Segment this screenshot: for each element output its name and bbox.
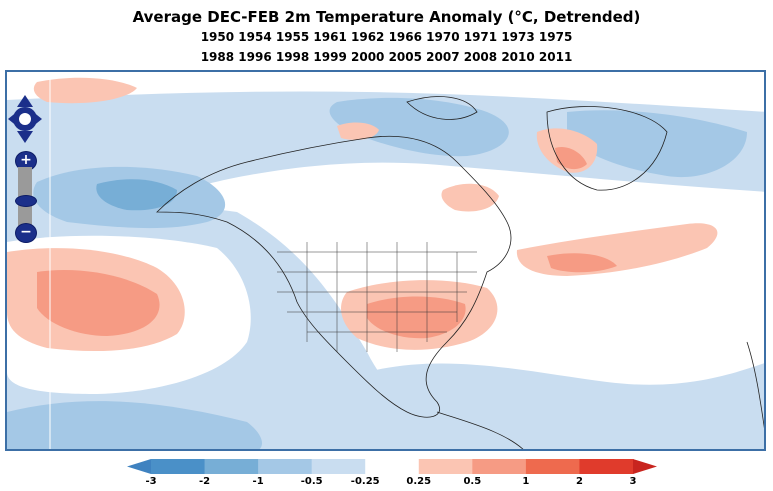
- anomaly-red-southern-us-core: [367, 296, 466, 339]
- colorbar-high-arrow: [633, 459, 657, 474]
- colorbar-low-arrow: [127, 459, 151, 474]
- coastlines: [156, 96, 764, 449]
- anomaly-band-blue-east: [367, 363, 764, 449]
- chart-title: Average DEC-FEB 2m Temperature Anomaly (…: [132, 8, 641, 26]
- colorbar-tick-label: -3: [145, 476, 157, 487]
- pan-right-icon[interactable]: [32, 111, 42, 127]
- colorbar-tick-label: -1: [252, 476, 264, 487]
- anomaly-blue-labrador: [567, 110, 747, 178]
- colorbar-cell: [472, 459, 527, 474]
- colorbar-ticks: -3 -2 -1 -0.5 -0.25 0.25 0.5 1 2 3: [0, 476, 773, 490]
- colorbar-cell: [525, 459, 580, 474]
- anomaly-red-greenland-core: [555, 146, 587, 170]
- colorbar-tick-label: -0.5: [300, 476, 323, 487]
- colorbar-tick-label: 1: [522, 476, 530, 487]
- years-line-1: 1950 1954 1955 1961 1962 1966 1970 1971 …: [200, 30, 573, 44]
- anomaly-red-atlantic-core: [547, 253, 617, 273]
- colorbar-cell: [258, 459, 313, 474]
- colorbar-tick-label: 0.5: [463, 476, 482, 487]
- state-borders: [277, 242, 477, 352]
- years-line-2: 1988 1996 1998 1999 2000 2005 2007 2008 …: [200, 50, 573, 64]
- colorbar-tick-label: 3: [629, 476, 637, 487]
- pan-down-icon[interactable]: [17, 131, 33, 143]
- anomaly-red-atlantic: [516, 223, 718, 276]
- anomaly-blue-alaska-core: [96, 179, 177, 211]
- anomaly-red-pacific-core: [37, 270, 160, 336]
- pan-up-icon[interactable]: [17, 95, 33, 107]
- anomaly-blue-arctic: [329, 97, 509, 157]
- colorbar-tick-label: -0.25: [350, 476, 380, 487]
- colorbar-cell: [365, 459, 420, 474]
- anomaly-red-arctic-islands: [337, 122, 379, 140]
- zoom-slider-thumb[interactable]: [15, 195, 37, 207]
- pan-control[interactable]: [6, 93, 44, 145]
- colorbar-cell: [579, 459, 634, 474]
- pan-left-icon[interactable]: [8, 111, 18, 127]
- map-viewport[interactable]: [5, 70, 766, 451]
- anomaly-red-bering: [33, 77, 137, 104]
- colorbar: [127, 459, 657, 474]
- colorbar-tick-label: 2: [575, 476, 583, 487]
- colorbar-tick-label: -2: [198, 476, 211, 487]
- colorbar-cell: [204, 459, 259, 474]
- colorbar-cell: [151, 459, 206, 474]
- colorbar-cell: [418, 459, 473, 474]
- temperature-anomaly-map: [7, 72, 764, 449]
- zoom-out-button[interactable]: −: [15, 223, 37, 243]
- colorbar-tick-label: 0.25: [406, 476, 432, 487]
- anomaly-blue-pacific-south: [7, 401, 262, 449]
- colorbar-cell: [311, 459, 366, 474]
